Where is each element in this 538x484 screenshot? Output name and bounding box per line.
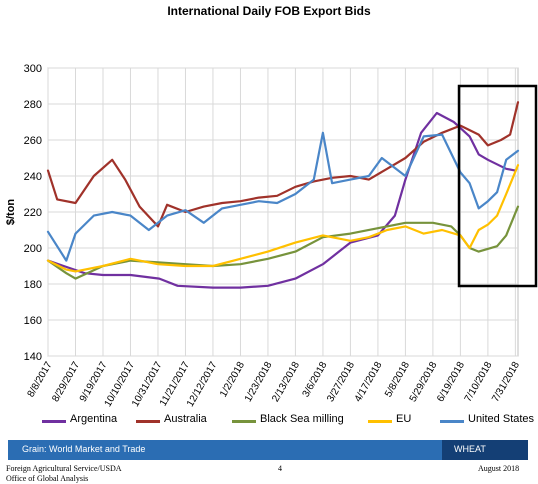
series-line-black-sea-milling <box>46 205 520 280</box>
y-tick-label: 280 <box>24 99 42 111</box>
x-axis-ticks: 8/8/20178/29/20179/19/201710/10/201710/3… <box>26 360 523 409</box>
legend: Argentina Australia Black Sea milling EU Uni… <box>0 411 538 431</box>
footer-date: August 2018 <box>478 464 520 473</box>
legend-swatch <box>440 420 464 423</box>
legend-swatch <box>368 420 392 423</box>
highlight-box <box>457 84 538 288</box>
y-tick-label: 200 <box>24 243 42 255</box>
legend-swatch <box>42 420 66 423</box>
legend-swatch <box>136 420 160 423</box>
x-tick-label: 2/13/2018 <box>270 360 302 404</box>
legend-label: EU <box>396 413 412 425</box>
series-line-argentina <box>46 111 517 289</box>
footer-agency-line2: Office of Global Analysis <box>6 474 89 483</box>
x-tick-label: 8/8/2017 <box>26 360 55 400</box>
x-tick-label: 1/2/2018 <box>218 360 247 400</box>
x-tick-label: 5/8/2018 <box>383 360 412 400</box>
y-tick-label: 260 <box>24 135 42 147</box>
chart-title: International Daily FOB Export Bids <box>167 4 371 18</box>
x-tick-label: 7/31/2018 <box>490 360 522 404</box>
x-tick-label: 3/6/2018 <box>301 360 330 400</box>
footer-bar-tag: WHEAT <box>454 444 486 454</box>
legend-label: Australia <box>164 413 207 425</box>
footer-bar-tag-box: WHEAT <box>442 440 528 460</box>
y-tick-label: 140 <box>24 351 42 363</box>
legend-label: Argentina <box>70 413 118 425</box>
footer-bar: Grain: World Market and Trade WHEAT <box>8 440 528 460</box>
series-lines <box>46 101 520 289</box>
y-tick-label: 240 <box>24 171 42 183</box>
y-axis-ticks: 140 160 180 200 220 240 260 280 300 <box>24 63 42 363</box>
y-tick-label: 180 <box>24 279 42 291</box>
x-tick-label: 4/17/2018 <box>353 360 385 404</box>
footer-agency-line1: Foreign Agricultural Service/USDA <box>6 464 122 473</box>
y-tick-label: 220 <box>24 207 42 219</box>
footer-page-number: 4 <box>278 464 282 473</box>
legend-label: United States <box>468 413 535 425</box>
legend-label: Black Sea milling <box>260 413 344 425</box>
y-axis-label: $/ton <box>5 199 17 226</box>
series-line-australia <box>46 101 520 228</box>
series-line-eu <box>46 164 520 273</box>
series-line-united-states <box>46 131 520 262</box>
y-tick-label: 160 <box>24 315 42 327</box>
y-tick-label: 300 <box>24 63 42 75</box>
legend-swatch <box>232 420 256 423</box>
gridlines <box>47 67 518 357</box>
footer-bar-label: Grain: World Market and Trade <box>22 444 146 454</box>
